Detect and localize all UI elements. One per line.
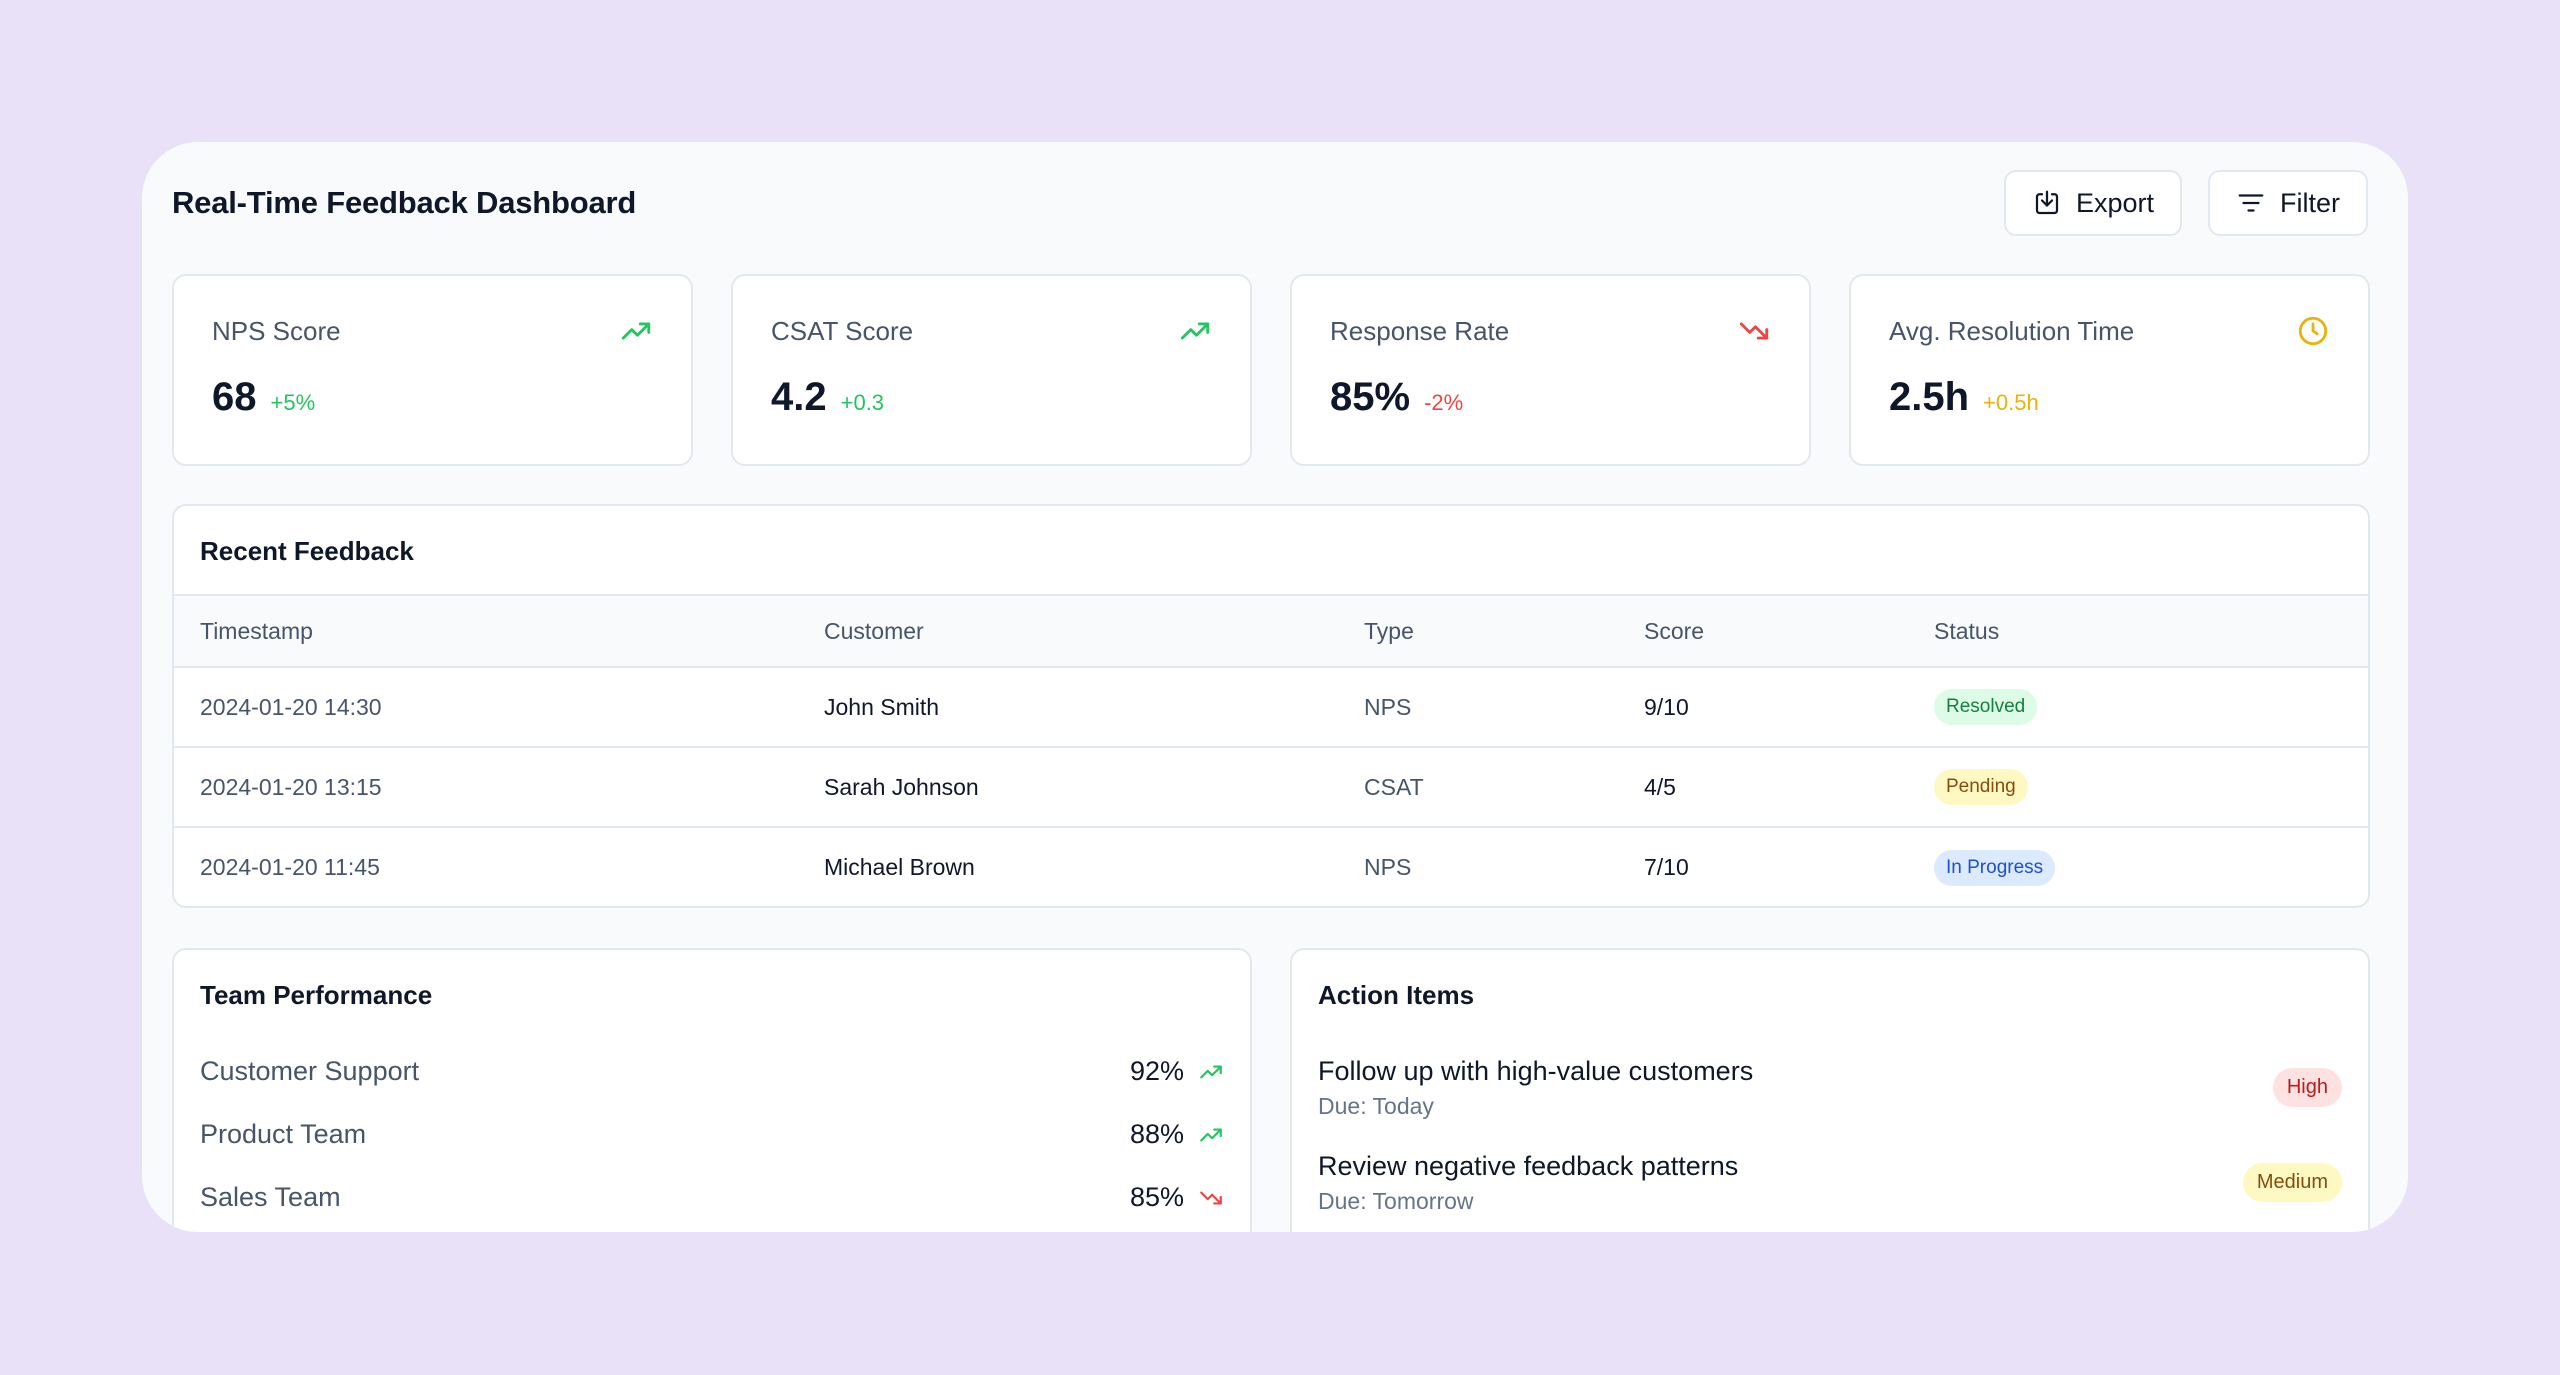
cell-customer: Michael Brown xyxy=(824,854,975,880)
dashboard-header: Real-Time Feedback Dashboard Export Filt… xyxy=(172,168,2368,238)
trending-up-icon xyxy=(621,322,651,340)
team-value: 88% xyxy=(1129,1119,1184,1149)
section-title: Team Performance xyxy=(200,980,433,1010)
section-title: Action Items xyxy=(1318,980,1475,1010)
cell-customer: Sarah Johnson xyxy=(798,747,1338,828)
metric-value: 4.2 xyxy=(771,375,827,419)
column-header-timestamp[interactable]: Timestamp xyxy=(174,594,798,668)
status-badge: Resolved xyxy=(1934,689,2038,725)
metric-delta: -2% xyxy=(1424,390,1464,415)
action-item[interactable]: Review negative feedback patterns Due: T… xyxy=(1318,1135,2342,1230)
team-value: 92% xyxy=(1129,1056,1184,1086)
export-label: Export xyxy=(2075,187,2154,218)
metric-delta: +0.5h xyxy=(1983,390,2039,415)
filter-button[interactable]: Filter xyxy=(2208,170,2368,236)
metric-value: 68 xyxy=(212,375,257,419)
cell-score: 7/10 xyxy=(1644,854,1689,880)
action-due: Due: Today xyxy=(1318,1092,1434,1119)
trending-down-icon xyxy=(1200,1191,1222,1204)
recent-feedback-card: Recent Feedback Timestamp Customer Type … xyxy=(172,504,2370,908)
action-items-card: Action Items Follow up with high-value c… xyxy=(1290,948,2370,1232)
column-header-status[interactable]: Status xyxy=(1908,594,2368,668)
feedback-table: Timestamp Customer Type Score Status 202… xyxy=(174,594,2368,906)
team-row-sales-team: Sales Team 85% xyxy=(200,1166,1224,1229)
cell-type: CSAT xyxy=(1338,747,1618,828)
cell-status: Resolved xyxy=(1908,667,2368,748)
table-row[interactable]: 2024-01-20 13:15 Sarah Johnson CSAT 4/5 … xyxy=(174,747,2368,828)
action-title: Follow up with high-value customers xyxy=(1318,1055,1754,1086)
cell-customer: John Smith xyxy=(798,667,1338,748)
section-title: Recent Feedback xyxy=(200,536,414,566)
metric-label: NPS Score xyxy=(212,316,341,346)
cell-timestamp: 2024-01-20 11:45 xyxy=(200,854,380,880)
cell-timestamp: 2024-01-20 14:30 xyxy=(174,667,798,748)
cell-status: Pending xyxy=(1908,747,2368,828)
metric-card-csat: CSAT Score 4.2 +0.3 xyxy=(731,274,1252,466)
team-row-product-team: Product Team 88% xyxy=(200,1103,1224,1166)
cell-type: NPS xyxy=(1338,667,1618,748)
column-header-score[interactable]: Score xyxy=(1618,594,1908,668)
team-row-customer-support: Customer Support 92% xyxy=(200,1040,1224,1103)
export-button[interactable]: Export xyxy=(2003,170,2182,236)
action-item[interactable]: Follow up with high-value customers Due:… xyxy=(1318,1040,2342,1135)
metric-card-nps: NPS Score 68 +5% xyxy=(172,274,693,466)
team-performance-card: Team Performance Customer Support 92% Pr… xyxy=(172,948,1252,1232)
metric-label: CSAT Score xyxy=(771,316,914,346)
metric-delta: +5% xyxy=(270,390,316,415)
metric-value: 85% xyxy=(1330,375,1411,419)
cell-type: NPS xyxy=(1364,854,1412,880)
filter-icon xyxy=(2238,194,2264,212)
priority-badge: Medium xyxy=(2242,1163,2342,1202)
metrics-row: NPS Score 68 +5% CSAT Score 4.2 +0.3 Res… xyxy=(172,274,2370,466)
column-header-type[interactable]: Type xyxy=(1338,594,1618,668)
trending-up-icon xyxy=(1200,1128,1222,1141)
table-header-row: Timestamp Customer Type Score Status xyxy=(174,594,2368,668)
trending-down-icon xyxy=(1739,322,1769,340)
trending-up-icon xyxy=(1180,322,1210,340)
download-icon xyxy=(2035,190,2059,215)
team-list: Customer Support 92% Product Team 88% Sa… xyxy=(200,1040,1224,1229)
cell-score: 4/5 xyxy=(1618,747,1908,828)
cell-score: 9/10 xyxy=(1618,667,1908,748)
team-name: Sales Team xyxy=(200,1182,341,1212)
metric-value: 2.5h xyxy=(1889,375,1970,419)
cell-timestamp: 2024-01-20 13:15 xyxy=(174,747,798,828)
team-name: Product Team xyxy=(200,1119,367,1149)
metric-label: Response Rate xyxy=(1330,316,1510,346)
priority-badge: High xyxy=(2272,1068,2342,1107)
metric-label: Avg. Resolution Time xyxy=(1889,316,2135,346)
action-list: Follow up with high-value customers Due:… xyxy=(1318,1040,2342,1230)
header-actions: Export Filter xyxy=(2003,170,2368,236)
table-row[interactable]: 2024-01-20 11:45 Michael Brown NPS 7/10 … xyxy=(174,827,2368,906)
page-title: Real-Time Feedback Dashboard xyxy=(172,185,637,220)
cell-status: In Progress xyxy=(1908,827,2368,906)
dashboard-window: Real-Time Feedback Dashboard Export Filt… xyxy=(142,142,2408,1232)
status-badge: Pending xyxy=(1934,769,2028,805)
table-row[interactable]: 2024-01-20 14:30 John Smith NPS 9/10 Res… xyxy=(174,667,2368,748)
filter-label: Filter xyxy=(2280,187,2340,218)
metric-card-resolution-time: Avg. Resolution Time 2.5h +0.5h xyxy=(1849,274,2370,466)
trending-up-icon xyxy=(1200,1065,1222,1078)
action-due: Due: Tomorrow xyxy=(1318,1187,1474,1214)
clock-icon xyxy=(2298,316,2328,346)
column-header-customer[interactable]: Customer xyxy=(798,594,1338,668)
team-name: Customer Support xyxy=(200,1056,420,1086)
action-title: Review negative feedback patterns xyxy=(1318,1150,1739,1181)
metric-delta: +0.3 xyxy=(840,390,885,415)
team-value: 85% xyxy=(1129,1182,1184,1212)
status-badge: In Progress xyxy=(1934,849,2056,886)
metric-card-response-rate: Response Rate 85% -2% xyxy=(1290,274,1811,466)
